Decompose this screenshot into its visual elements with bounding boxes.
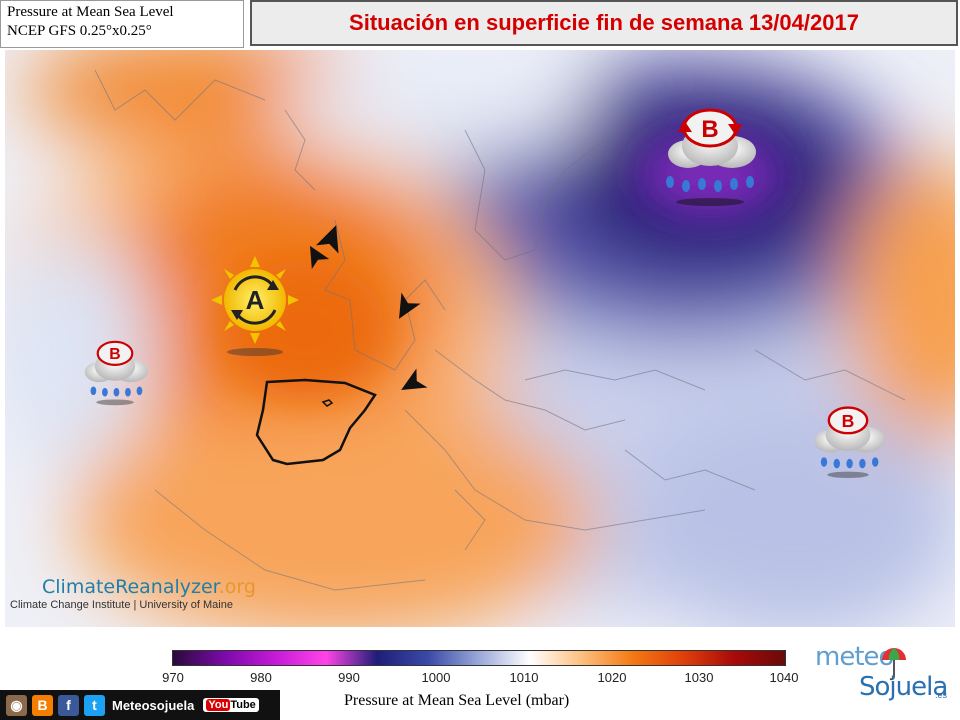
low-zone-north-atlantic	[275, 60, 595, 160]
social-handle: Meteosojuela	[112, 697, 195, 713]
low-pressure-symbol: B	[814, 406, 885, 478]
low-pressure-label: B	[109, 346, 120, 363]
spain-outline	[255, 378, 377, 466]
pressure-map: A B B	[5, 50, 955, 627]
high-pressure-label: A	[246, 285, 265, 315]
brand-suffix: .es	[935, 690, 948, 700]
logo-subtitle: Climate Change Institute | University of…	[10, 599, 233, 611]
wind-arrow	[401, 368, 428, 390]
high-pressure-symbol: A	[211, 256, 299, 356]
youtube-icon[interactable]: You Tube	[203, 698, 259, 712]
low-pressure-label: B	[842, 411, 855, 431]
colorbar-tick: 990	[338, 670, 360, 685]
youtube-label: You	[206, 699, 231, 711]
high-zone-south	[75, 400, 595, 627]
colorbar-gradient	[172, 650, 786, 666]
low-pressure-label: B	[701, 116, 718, 143]
colorbar-tick: 970	[162, 670, 184, 685]
umbrella-icon	[882, 648, 906, 681]
facebook-icon[interactable]: f	[58, 694, 79, 716]
instagram-icon[interactable]: ◉	[6, 694, 27, 716]
colorbar: 970 980 990 1000 1010 1020 1030 1040	[162, 650, 798, 690]
wind-arrow	[310, 245, 330, 270]
wind-arrow	[315, 225, 339, 254]
blogger-icon[interactable]: B	[32, 694, 53, 716]
low-zone-atlantic	[5, 230, 155, 470]
logo-suffix: .org	[218, 576, 256, 598]
coastlines	[94, 69, 906, 591]
logo-main: ClimateReanalyzer	[42, 576, 219, 598]
brand-top: meteo	[815, 642, 894, 672]
product-caption: Pressure at Mean Sea Level NCEP GFS 0.25…	[0, 0, 244, 48]
brand-bottom: Sojuela	[859, 672, 948, 702]
colorbar-tick: 1010	[509, 670, 539, 685]
low-zone-south-east	[625, 400, 955, 627]
social-bar: ◉ B f t Meteosojuela You Tube	[0, 690, 280, 720]
colorbar-tick: 1040	[769, 670, 799, 685]
colorbar-tick: 980	[250, 670, 272, 685]
pressure-map-svg: A B B	[5, 50, 955, 627]
colorbar-title: Pressure at Mean Sea Level (mbar)	[344, 692, 570, 709]
page-title: Situación en superficie fin de semana 13…	[250, 0, 958, 46]
low-pressure-symbol: B	[666, 108, 756, 206]
balearic-islands	[321, 399, 334, 407]
youtube-label-2: Tube	[230, 699, 256, 711]
meteosojuela-logo: meteo Sojuela .es	[815, 642, 955, 712]
twitter-icon[interactable]: t	[84, 694, 105, 716]
product-line-1: Pressure at Mean Sea Level	[7, 4, 174, 20]
colorbar-tick: 1030	[684, 670, 714, 685]
climatereanalyzer-logo: ClimateReanalyzer.org	[42, 576, 256, 598]
product-line-2: NCEP GFS 0.25°x0.25°	[7, 23, 152, 39]
colorbar-tick: 1020	[597, 670, 627, 685]
colorbar-tick: 1000	[421, 670, 451, 685]
high-zone-east	[845, 160, 955, 440]
wind-arrow	[399, 292, 421, 319]
low-pressure-symbol: B	[84, 340, 149, 406]
